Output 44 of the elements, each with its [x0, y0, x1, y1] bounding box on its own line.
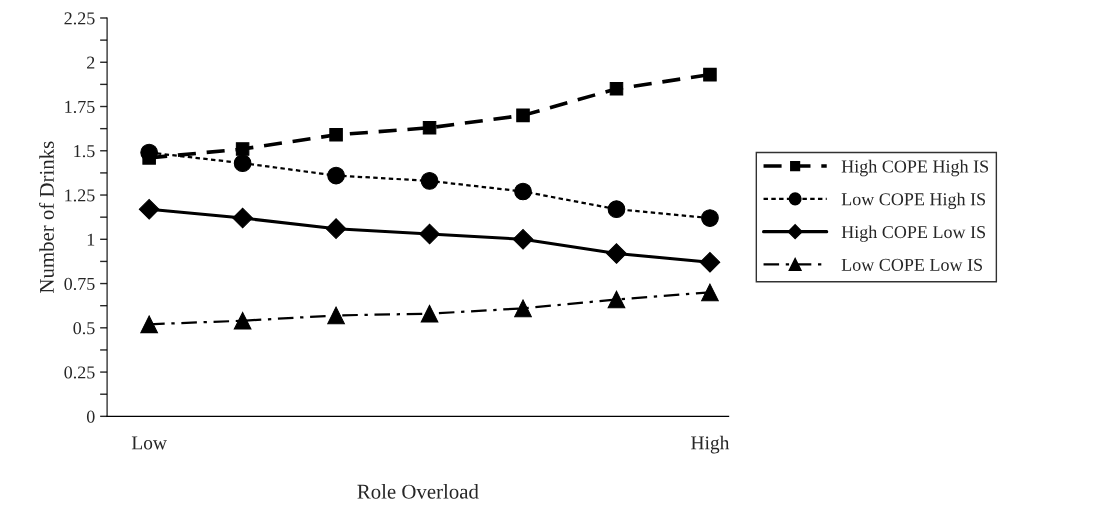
point: [609, 82, 624, 96]
point: [607, 290, 626, 309]
point: [140, 315, 158, 334]
point: [325, 218, 347, 240]
y-tick-label: 1.25: [65, 189, 95, 202]
point: [699, 251, 721, 273]
point: [233, 154, 252, 173]
x-axis-title: Role Overload: [357, 484, 479, 499]
y-tick-label: 0.5: [73, 322, 95, 335]
legend-label: High COPE Low IS: [841, 225, 986, 242]
point: [703, 67, 717, 82]
point: [329, 128, 343, 142]
point: [420, 304, 439, 323]
y-tick-label: 1: [87, 233, 95, 246]
legend-label: High COPE High IS: [841, 159, 989, 177]
point: [606, 243, 627, 264]
point: [607, 200, 626, 219]
y-tick-label: 0: [86, 410, 95, 423]
point: [327, 166, 345, 185]
point: [233, 311, 252, 330]
y-tick-label: 0.25: [64, 366, 95, 379]
y-tick-label: 0.75: [64, 277, 95, 291]
point: [701, 209, 719, 227]
point: [327, 306, 345, 325]
y-tick-label: 2: [87, 56, 95, 69]
point: [422, 120, 437, 135]
legend-label: Low COPE Low IS: [841, 258, 982, 271]
y-tick-label: 1.75: [65, 100, 95, 114]
y-tick-label: 1.5: [74, 145, 95, 158]
point: [516, 108, 530, 123]
x-tick-label: Low: [131, 436, 167, 450]
x-tick-label: High: [691, 435, 730, 454]
point: [235, 142, 250, 156]
y-tick-label: 2.25: [64, 12, 95, 25]
point: [138, 198, 160, 220]
point: [514, 299, 532, 318]
legend-label: Low COPE High IS: [841, 192, 986, 210]
point: [420, 172, 439, 190]
y-axis-title: Number of Drinks: [39, 141, 54, 293]
point: [419, 223, 440, 245]
point: [701, 283, 719, 302]
point: [232, 207, 253, 229]
point: [514, 182, 532, 201]
point: [512, 228, 534, 250]
